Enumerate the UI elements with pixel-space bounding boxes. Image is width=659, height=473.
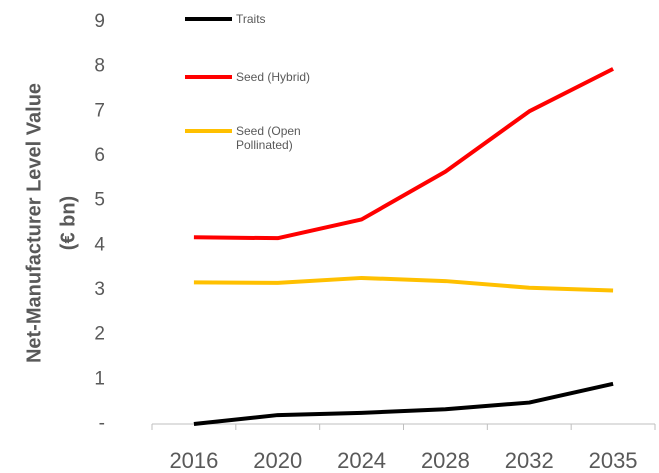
x-tick-label: 2028 bbox=[421, 448, 470, 473]
y-tick-label: 2 bbox=[94, 324, 105, 345]
y-tick-label: 3 bbox=[94, 279, 105, 300]
y-tick-label: 9 bbox=[94, 11, 105, 32]
x-tick-label: 2035 bbox=[589, 448, 638, 473]
x-tick-label: 2024 bbox=[337, 448, 386, 473]
y-axis-label: Net-Manufacturer Level Value bbox=[23, 83, 45, 363]
y-tick-label: - bbox=[99, 413, 105, 434]
x-tick-label: 2020 bbox=[253, 448, 302, 473]
y-tick-label: 5 bbox=[94, 190, 105, 211]
x-tick-label: 2032 bbox=[505, 448, 554, 473]
y-tick-label: 7 bbox=[94, 100, 105, 121]
y-tick-label: 4 bbox=[94, 234, 105, 255]
legend-label: Seed (Open Pollinated) bbox=[236, 124, 301, 152]
line-series bbox=[193, 67, 614, 241]
line-series bbox=[193, 381, 614, 426]
y-tick-label: 1 bbox=[94, 368, 105, 389]
y-tick-label: 6 bbox=[94, 145, 105, 166]
legend-label: Seed (Hybrid) bbox=[236, 70, 311, 84]
y-tick-label: 8 bbox=[94, 56, 105, 77]
x-tick-label: 2016 bbox=[169, 448, 218, 473]
legend-label: Traits bbox=[236, 12, 266, 26]
line-series bbox=[193, 275, 614, 293]
y-axis-label: (€ bn) bbox=[57, 196, 79, 250]
